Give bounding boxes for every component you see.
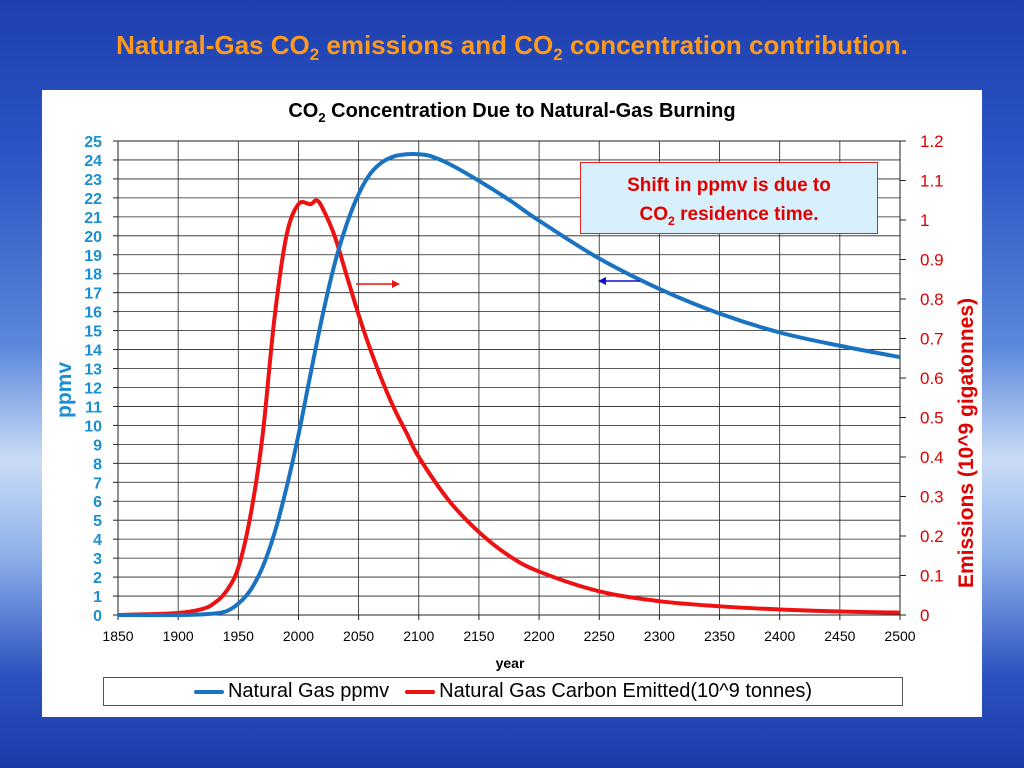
y-right-tick-label: 0.9 (920, 251, 944, 270)
series-line-ppmv (117, 152, 901, 618)
y-left-tick-label: 23 (84, 172, 102, 189)
y-left-tick-label: 24 (84, 153, 102, 170)
x-axis-label: year (496, 655, 525, 671)
x-tick-label: 1950 (223, 628, 254, 644)
chart-legend: Natural Gas ppmv Natural Gas Carbon Emit… (103, 677, 903, 706)
slide-title-sub1: 2 (309, 45, 320, 65)
x-tick-label: 2300 (644, 628, 675, 644)
y-right-tick-label: 1 (920, 211, 929, 230)
shift-arrows (356, 277, 640, 288)
x-tick-label: 2400 (764, 628, 795, 644)
plot-frame (117, 140, 901, 616)
y-left-tick-label: 13 (84, 362, 102, 379)
y-right-tick-label: 0.7 (920, 330, 944, 349)
y-left-tick-label: 0 (93, 608, 102, 625)
slide-title-part1: Natural-Gas CO (116, 30, 310, 60)
y-left-tick-label: 12 (84, 380, 102, 397)
y-left-tick-label: 4 (93, 532, 102, 549)
y-left-tick-label: 19 (84, 248, 102, 265)
y-left-tick-label: 17 (84, 286, 102, 303)
x-tick-label: 2450 (824, 628, 855, 644)
slide-title: Natural-Gas CO2 emissions and CO2 concen… (0, 30, 1024, 65)
y-right-tick-label: 0.6 (920, 369, 944, 388)
y-left-tick-label: 7 (93, 475, 102, 492)
legend-swatch-ppmv (193, 689, 224, 694)
y-left-tick-label: 25 (84, 134, 102, 151)
legend-item-emissions: Natural Gas Carbon Emitted(10^9 tonnes) (405, 680, 812, 703)
chart-title-sub: 2 (318, 110, 326, 125)
slide-title-sub2: 2 (553, 45, 563, 65)
legend-item-ppmv: Natural Gas ppmv (193, 680, 390, 703)
chart-title-suffix: Concentration Due to Natural-Gas Burning (325, 100, 736, 122)
chart-lines (117, 152, 901, 618)
y-left-tick-label: 9 (93, 437, 102, 454)
x-tick-label: 2500 (884, 628, 915, 644)
legend-label-ppmv: Natural Gas ppmv (227, 680, 390, 702)
y-right-axis-label: Emissions (10^9 gigatonnes) (955, 298, 978, 588)
y-left-tick-label: 14 (84, 343, 102, 360)
chart-title: CO2 Concentration Due to Natural-Gas Bur… (42, 100, 982, 125)
chart-title-prefix: CO (288, 100, 319, 122)
y-left-tick-label: 16 (84, 305, 102, 322)
callout-line2: CO2 residence time. (581, 200, 877, 236)
x-tick-label: 2350 (704, 628, 735, 644)
callout-line2-suffix: residence time. (674, 204, 819, 225)
y-left-tick-label: 21 (84, 210, 102, 227)
y-right-tick-label: 1.2 (920, 132, 944, 151)
y-right-tick-label: 0.2 (920, 527, 944, 546)
y-left-axis-label: ppmv (53, 362, 76, 418)
y-right-tick-label: 1.1 (920, 172, 944, 191)
y-left-tick-label: 5 (93, 513, 102, 530)
series-line-emissions (117, 198, 901, 617)
blue-shift-arrow-head (598, 277, 606, 285)
y-left-tick-label: 3 (93, 551, 102, 568)
y-left-tick-label: 8 (93, 456, 102, 473)
y-left-tick-label: 2 (93, 570, 102, 587)
y-left-tick-label: 18 (84, 267, 102, 284)
x-tick-label: 2250 (584, 628, 615, 644)
x-tick-label: 2100 (403, 628, 434, 644)
y-left-tick-label: 11 (85, 399, 102, 416)
y-left-tick-label: 20 (84, 229, 102, 246)
y-left-tick-label: 1 (93, 589, 102, 606)
y-left-tick-label: 6 (93, 494, 102, 511)
y-left-tick-label: 15 (84, 324, 102, 341)
y-right-tick-label: 0 (920, 606, 929, 625)
slide-title-part3: concentration contribution. (562, 30, 908, 60)
chart-axes: 0123456789101112131415161718192021222324… (53, 132, 978, 671)
slide-title-part2: emissions and CO (319, 30, 554, 60)
callout-line2-sub: 2 (668, 213, 675, 228)
y-right-tick-label: 0.3 (920, 488, 944, 507)
x-tick-label: 2050 (343, 628, 374, 644)
x-tick-label: 2150 (463, 628, 494, 644)
legend-swatch-emissions (405, 689, 436, 694)
callout-line2-prefix: CO (639, 204, 669, 225)
y-right-tick-label: 0.5 (920, 409, 944, 428)
callout-box: Shift in ppmv is due to CO2 residence ti… (580, 162, 878, 234)
x-tick-label: 1900 (163, 628, 194, 644)
y-right-tick-label: 0.1 (920, 567, 944, 586)
legend-label-emissions: Natural Gas Carbon Emitted(10^9 tonnes) (439, 680, 813, 702)
x-tick-label: 2200 (523, 628, 554, 644)
y-right-tick-label: 0.8 (920, 290, 944, 309)
y-left-tick-label: 22 (84, 191, 102, 208)
red-shift-arrow-head (392, 280, 400, 288)
x-tick-label: 1850 (102, 628, 133, 644)
y-right-tick-label: 0.4 (920, 448, 944, 467)
callout-line1: Shift in ppmv is due to (627, 175, 831, 196)
y-left-tick-label: 10 (84, 418, 102, 435)
x-tick-label: 2000 (283, 628, 314, 644)
